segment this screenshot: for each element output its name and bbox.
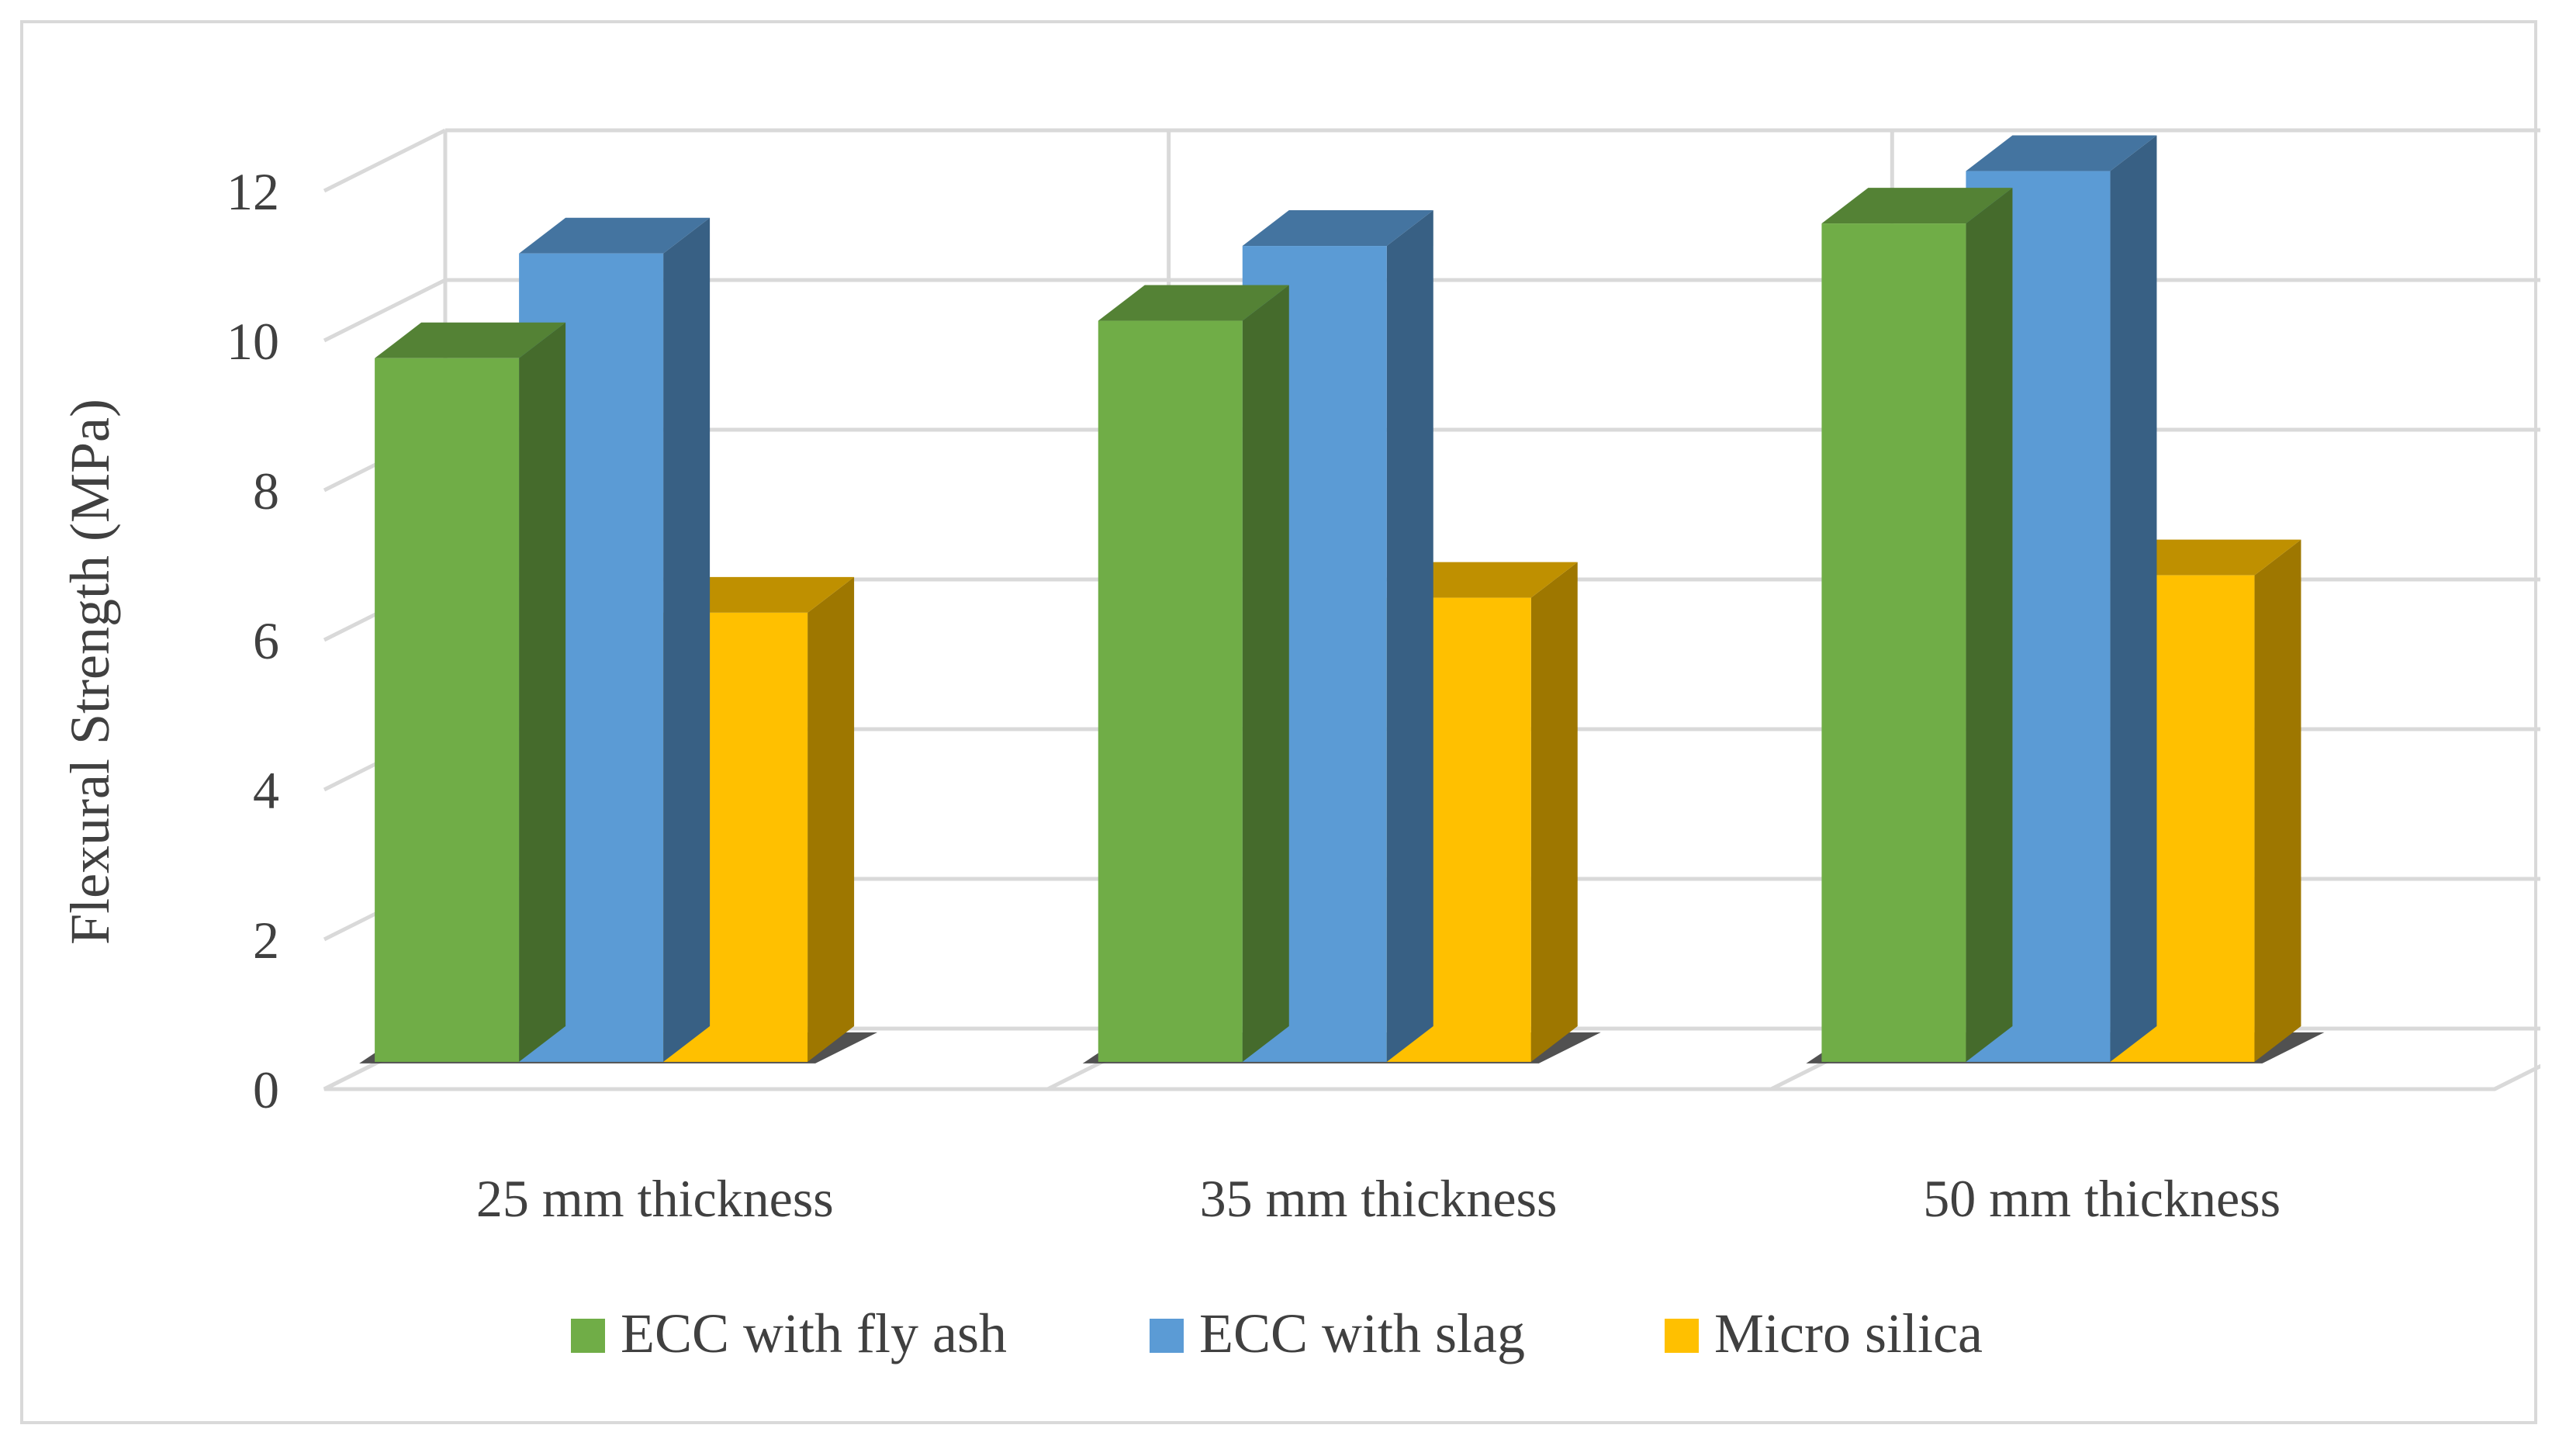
y-axis-title: Flexural Strength (MPa) [59, 399, 121, 945]
y-axis-ticks: 0 2 4 6 8 10 12 [227, 162, 279, 1119]
bar-side [1242, 285, 1289, 1062]
legend-item: Micro silica [1665, 1302, 1983, 1364]
bar [375, 322, 566, 1062]
bar-front [1098, 320, 1243, 1062]
legend: ECC with fly ash ECC with slag Micro silic… [571, 1302, 1983, 1364]
bar-top [519, 217, 711, 254]
y-tick-label: 12 [227, 162, 279, 221]
gridline-side [323, 128, 447, 193]
legend-item: ECC with fly ash [571, 1302, 1007, 1364]
y-tick-label: 8 [253, 462, 279, 520]
x-category-label: 35 mm thickness [1200, 1169, 1558, 1228]
y-tick-label: 10 [227, 312, 279, 371]
chart-frame: 0 2 4 6 8 10 12 25 mm thickness 35 mm thickness… [20, 20, 2540, 1424]
bars [359, 135, 2325, 1063]
floor-divider [2493, 1063, 2540, 1091]
bar-side [1966, 188, 2013, 1062]
bar-front [1821, 223, 1966, 1062]
bar-top [1386, 562, 1578, 598]
bar-top [2110, 539, 2301, 576]
bar-side [519, 322, 566, 1062]
bar-side [1386, 210, 1433, 1062]
legend-item: ECC with slag [1150, 1302, 1525, 1364]
x-category-label: 25 mm thickness [476, 1169, 834, 1228]
bar-side [2254, 539, 2301, 1062]
y-tick-label: 4 [253, 761, 279, 820]
legend-label: ECC with slag [1199, 1302, 1525, 1364]
legend-label: Micro silica [1714, 1302, 1983, 1364]
bar-front [375, 358, 520, 1062]
legend-swatch [1150, 1319, 1184, 1353]
bar-side [2110, 135, 2157, 1062]
bar-top [1098, 285, 1289, 321]
bar-side [807, 576, 855, 1062]
bar-top [1966, 135, 2157, 171]
bar [1098, 285, 1289, 1062]
y-tick-label: 0 [253, 1060, 279, 1119]
bar-side [1530, 562, 1578, 1062]
x-axis-categories: 25 mm thickness 35 mm thickness 50 mm thic… [476, 1169, 2281, 1228]
bar-side [663, 217, 711, 1062]
y-tick-label: 2 [253, 911, 279, 970]
legend-label: ECC with fly ash [621, 1302, 1007, 1364]
flexural-strength-chart: 0 2 4 6 8 10 12 25 mm thickness 35 mm thickness… [59, 128, 2540, 1364]
legend-swatch [1665, 1319, 1699, 1353]
gridline-side [323, 278, 447, 343]
x-category-label: 50 mm thickness [1923, 1169, 2281, 1228]
bar-top [663, 576, 855, 613]
legend-swatch [571, 1319, 605, 1353]
bar-top [1242, 210, 1433, 247]
bar [1821, 188, 2013, 1062]
bar-top [1821, 188, 2013, 224]
y-tick-label: 6 [253, 611, 279, 670]
bar-top [375, 322, 566, 358]
